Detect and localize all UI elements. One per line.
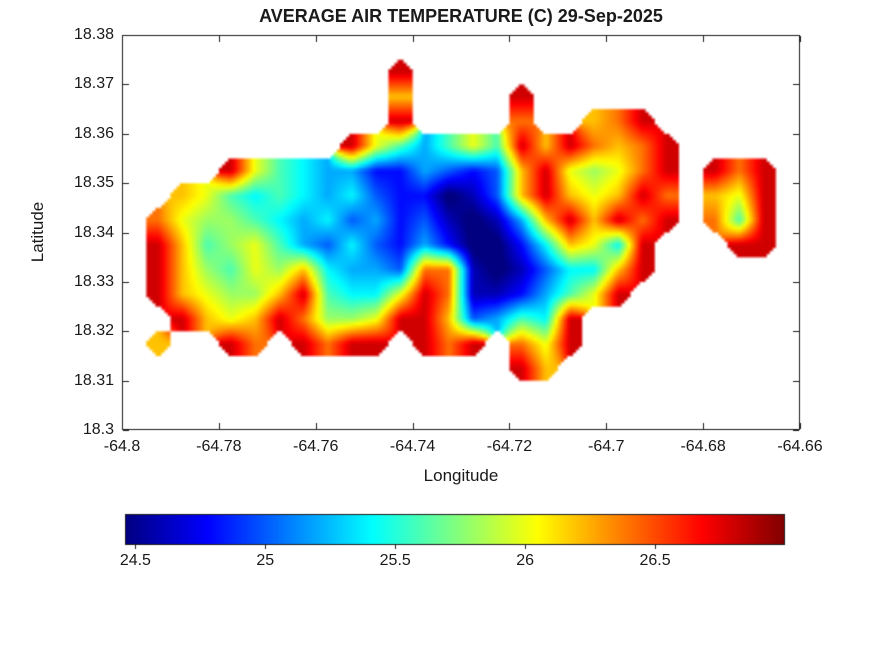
- x-tick-label: -64.68: [680, 438, 726, 455]
- colorbar-tick-label: 25: [256, 552, 275, 569]
- y-tick-label: 18.36: [73, 124, 114, 142]
- y-tick-label: 18.38: [73, 26, 114, 43]
- x-tick-label: -64.66: [777, 438, 823, 455]
- x-tick-label: -64.74: [389, 438, 436, 455]
- y-tick-label: 18.32: [73, 322, 114, 340]
- x-tick-label: -64.76: [293, 438, 339, 455]
- x-tick-label: -64.8: [103, 438, 141, 455]
- y-tick-label: 18.37: [73, 75, 114, 93]
- x-tick-label: -64.78: [196, 438, 242, 455]
- colorbar-tick-label: 26.5: [639, 552, 671, 569]
- y-tick-label: 18.3: [82, 421, 114, 438]
- x-tick-label: -64.72: [486, 438, 533, 455]
- y-tick-label: 18.34: [73, 223, 114, 241]
- chart-title: AVERAGE AIR TEMPERATURE (C) 29-Sep-2025: [259, 6, 663, 26]
- y-tick-label: 18.33: [73, 272, 114, 290]
- x-tick-label: -64.7: [588, 438, 625, 455]
- y-tick-label: 18.35: [73, 174, 114, 192]
- y-tick-label: 18.31: [73, 371, 114, 389]
- x-axis-label: Longitude: [423, 466, 499, 485]
- colorbar-tick-label: 26: [516, 552, 535, 569]
- colorbar-tick-label: 24.5: [119, 552, 151, 569]
- colorbar-tick-label: 25.5: [379, 552, 411, 569]
